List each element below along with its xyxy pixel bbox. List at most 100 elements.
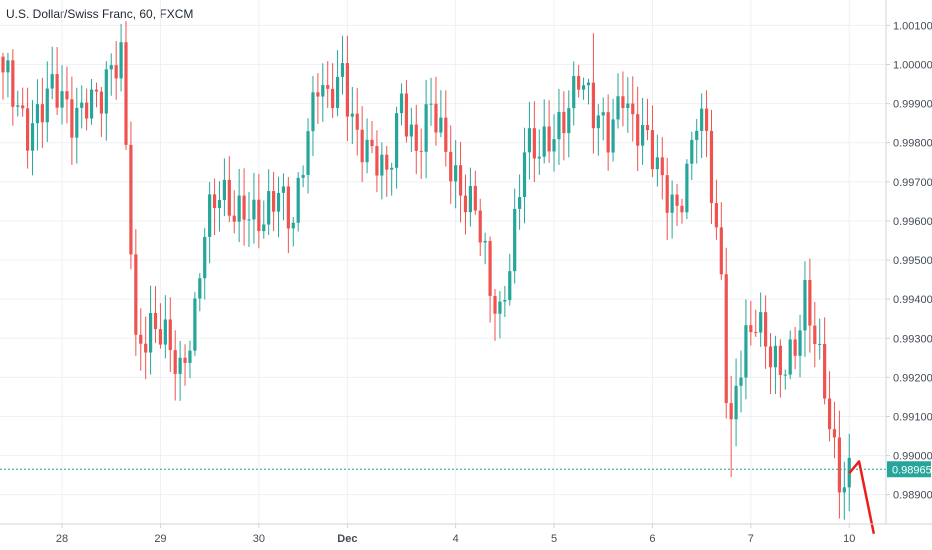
candle-body: [222, 179, 226, 200]
candle-body: [665, 175, 669, 213]
candle-body: [94, 89, 99, 92]
candle-body: [21, 105, 25, 109]
candle-body: [360, 129, 364, 163]
candle-body: [739, 377, 743, 386]
x-tick-label: 6: [649, 533, 655, 545]
candle-body: [286, 186, 290, 229]
candle-body: [645, 124, 650, 131]
x-tick-label: 7: [748, 533, 754, 545]
candle-body: [119, 42, 123, 79]
candle-body: [567, 108, 571, 134]
candle-body: [30, 123, 35, 151]
candle-body: [203, 236, 207, 279]
candle-body: [616, 96, 620, 120]
candle-body: [395, 113, 399, 168]
candle-body: [237, 195, 241, 222]
candle-body: [586, 82, 591, 86]
candle-body: [326, 85, 330, 89]
candle-body: [788, 339, 792, 375]
candle-body: [439, 117, 443, 133]
candle-body: [419, 150, 423, 152]
candle-body: [1, 56, 5, 73]
candle-body: [291, 222, 295, 229]
candle-body: [252, 199, 256, 220]
candle-body: [193, 298, 197, 351]
candle-body: [188, 350, 192, 363]
candle-body: [11, 60, 15, 107]
candle-body: [650, 130, 655, 170]
candle-body: [173, 350, 177, 374]
candle-body: [827, 398, 832, 430]
candle-body: [65, 91, 69, 100]
x-tick-label: Dec: [337, 533, 357, 545]
overlay-layer: [0, 460, 886, 535]
candles-layer: [1, 21, 851, 520]
candle-body: [601, 112, 605, 116]
candle-body: [272, 191, 276, 212]
candle-body: [655, 157, 659, 170]
candle-body: [301, 174, 305, 178]
candle-body: [390, 167, 394, 170]
candle-body: [577, 76, 581, 90]
candle-body: [695, 130, 699, 140]
candle-body: [335, 76, 340, 109]
candle-body: [257, 199, 261, 232]
candle-body: [714, 203, 718, 228]
y-tick-label: 0.99900: [893, 99, 932, 111]
candle-body: [45, 88, 49, 123]
candle-body: [6, 60, 10, 73]
y-tick-label: 0.99600: [893, 216, 932, 228]
candle-body: [591, 82, 595, 129]
candle-body: [129, 144, 133, 255]
candle-body: [842, 487, 846, 493]
candle-body: [759, 312, 763, 333]
candle-body: [532, 128, 536, 159]
candle-body: [114, 65, 118, 79]
x-tick-label: 4: [453, 533, 459, 545]
candle-body: [380, 154, 384, 176]
candle-body: [350, 113, 354, 117]
y-tick-label: 0.99700: [893, 177, 932, 189]
chart-title: U.S. Dollar/Swiss Franc, 60, FXCM: [6, 7, 194, 21]
candle-body: [818, 343, 822, 345]
candle-body: [808, 280, 812, 326]
candle-body: [704, 108, 709, 131]
candle-body: [473, 185, 477, 211]
candle-body: [498, 301, 502, 314]
y-tick-label: 0.99100: [893, 411, 932, 423]
candle-body: [50, 74, 54, 89]
candle-body: [404, 93, 409, 137]
candle-body: [99, 91, 103, 114]
y-tick-label: 0.99000: [893, 451, 932, 463]
candle-body: [409, 124, 413, 137]
y-tick-label: 1.00000: [893, 60, 932, 72]
candle-body: [316, 92, 320, 97]
candle-body: [552, 139, 556, 152]
candle-body: [562, 111, 566, 134]
candle-body: [434, 103, 438, 133]
candle-body: [832, 429, 837, 438]
candle-body: [754, 332, 758, 334]
candle-body: [16, 105, 20, 107]
candle-body: [685, 163, 689, 213]
candle-body: [493, 295, 497, 314]
candle-body: [40, 104, 44, 123]
current-price-label: 0.98965: [892, 464, 932, 476]
candle-body: [385, 154, 389, 170]
candle-body: [813, 325, 817, 345]
candle-body: [178, 357, 182, 374]
candle-body: [764, 312, 768, 347]
candle-body: [547, 126, 551, 152]
candle-body: [744, 325, 748, 378]
candle-body: [355, 113, 359, 130]
candle-body: [183, 357, 187, 363]
candle-body: [26, 108, 30, 151]
candle-body: [80, 102, 84, 108]
candle-body: [331, 88, 335, 109]
candle-body: [803, 280, 807, 331]
candle-body: [296, 177, 300, 223]
candle-body: [734, 385, 738, 420]
candle-body: [793, 339, 797, 356]
